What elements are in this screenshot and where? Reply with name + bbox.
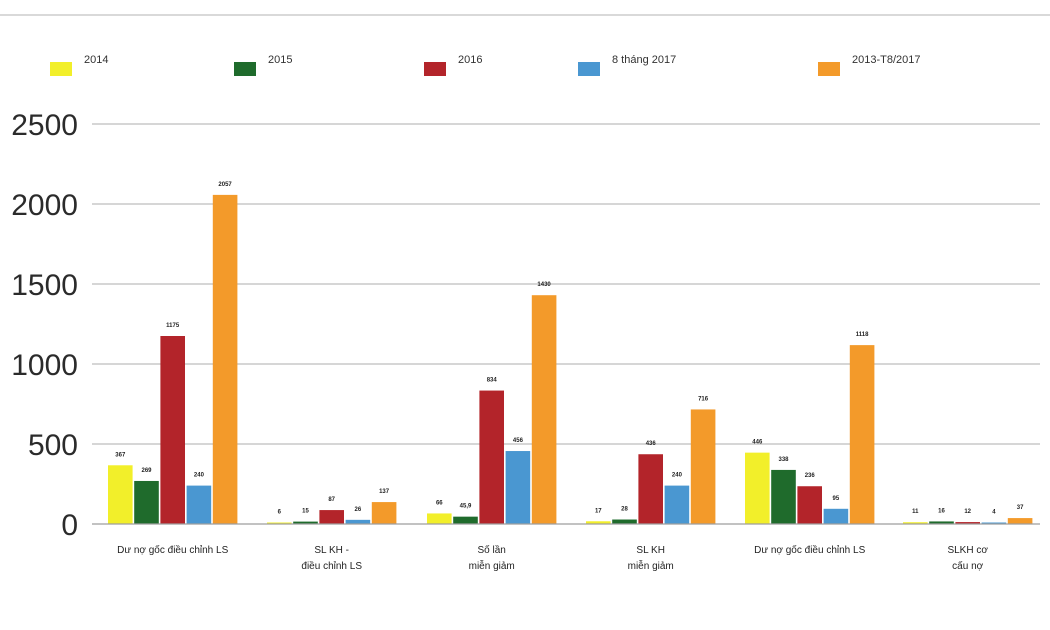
legend-swatch <box>234 62 256 76</box>
bar <box>453 516 478 524</box>
bar <box>981 522 1007 524</box>
data-label: 456 <box>513 438 524 444</box>
y-tick-label: 2500 <box>11 109 78 142</box>
data-label: 1175 <box>166 323 180 329</box>
data-label: 95 <box>833 496 840 502</box>
bar <box>771 469 796 524</box>
data-label: 1118 <box>856 332 869 338</box>
bar <box>797 486 822 524</box>
category-label: SL KH -điều chỉnh LS <box>301 545 362 572</box>
bar <box>186 485 212 524</box>
data-label: 2057 <box>218 182 232 188</box>
bar <box>212 194 238 524</box>
category-label: Số lần miễn giảm <box>469 544 515 572</box>
data-label: 4 <box>992 510 996 516</box>
bar <box>267 522 292 524</box>
data-label: 834 <box>487 378 498 384</box>
data-label: 236 <box>805 473 816 479</box>
y-tick-label: 1500 <box>11 269 78 302</box>
bar <box>371 502 397 524</box>
data-labels: 367 269 1175 240 2057 6 15 87 26 137 66 45,9 834 456 1… <box>115 182 1024 516</box>
bar <box>745 452 770 524</box>
data-label: 16 <box>938 508 945 514</box>
legend-label: 2014 <box>84 54 108 66</box>
data-label: 240 <box>672 473 683 479</box>
bar <box>664 485 690 524</box>
data-label: 12 <box>964 509 971 515</box>
data-label: 716 <box>698 396 709 402</box>
data-label: 240 <box>194 473 205 479</box>
data-label: 87 <box>328 497 335 503</box>
bar <box>319 510 344 524</box>
legend: 2014 2015 2016 8 tháng 2017 2013-T8/2017 <box>50 54 921 76</box>
category-label: SLKH cơ cấu nợ <box>947 545 988 572</box>
bar <box>108 465 133 524</box>
top-divider <box>0 14 1050 16</box>
bar <box>531 295 557 524</box>
y-tick-label: 2000 <box>11 189 78 222</box>
category-label: SL KH miễn giảm <box>628 545 674 572</box>
data-label: 269 <box>141 468 152 474</box>
data-label: 17 <box>595 508 602 514</box>
bar <box>690 409 716 524</box>
bar <box>955 522 980 524</box>
data-label: 15 <box>302 509 309 515</box>
category-label: Dư nợ gốc điều chỉnh LS <box>117 544 228 556</box>
data-label: 37 <box>1017 505 1024 511</box>
x-axis: Dư nợ gốc điều chỉnh LS SL KH -điều chỉnh… <box>92 523 1040 572</box>
legend-swatch <box>818 62 840 76</box>
bar <box>505 451 531 524</box>
legend-label: 2015 <box>268 54 292 66</box>
data-label: 66 <box>436 500 443 506</box>
bar <box>293 521 318 524</box>
bar <box>823 508 849 524</box>
data-label: 446 <box>752 440 763 446</box>
legend-label: 2013-T8/2017 <box>852 54 921 66</box>
y-tick-label: 1000 <box>11 349 78 382</box>
bar <box>345 519 371 524</box>
data-label: 137 <box>379 489 390 495</box>
y-axis: 0 500 1000 1500 2000 2500 <box>11 109 78 542</box>
y-tick-label: 0 <box>61 509 78 542</box>
bar <box>160 336 185 524</box>
data-label: 45,9 <box>460 504 472 510</box>
bar <box>903 522 928 524</box>
bar <box>849 345 875 524</box>
bar <box>929 521 954 524</box>
data-label: 11 <box>912 509 919 515</box>
bar <box>134 480 159 524</box>
bar <box>612 519 637 524</box>
gridlines <box>92 123 1040 445</box>
legend-swatch <box>578 62 600 76</box>
data-label: 28 <box>621 507 628 513</box>
bar <box>479 390 504 524</box>
legend-label: 8 tháng 2017 <box>612 54 676 66</box>
legend-swatch <box>50 62 72 76</box>
bar <box>638 454 663 524</box>
data-label: 6 <box>278 510 282 516</box>
data-label: 338 <box>778 457 789 463</box>
bars <box>108 194 1033 524</box>
data-label: 1430 <box>537 282 551 288</box>
category-label: Dư nợ gốc điều chỉnh LS <box>754 544 865 556</box>
data-label: 436 <box>646 441 657 447</box>
legend-swatch <box>424 62 446 76</box>
y-tick-label: 500 <box>28 429 78 462</box>
data-label: 367 <box>115 452 126 458</box>
bar <box>1007 518 1033 524</box>
legend-label: 2016 <box>458 54 482 66</box>
data-label: 26 <box>355 507 362 513</box>
bar <box>586 521 611 524</box>
bar <box>427 513 452 524</box>
